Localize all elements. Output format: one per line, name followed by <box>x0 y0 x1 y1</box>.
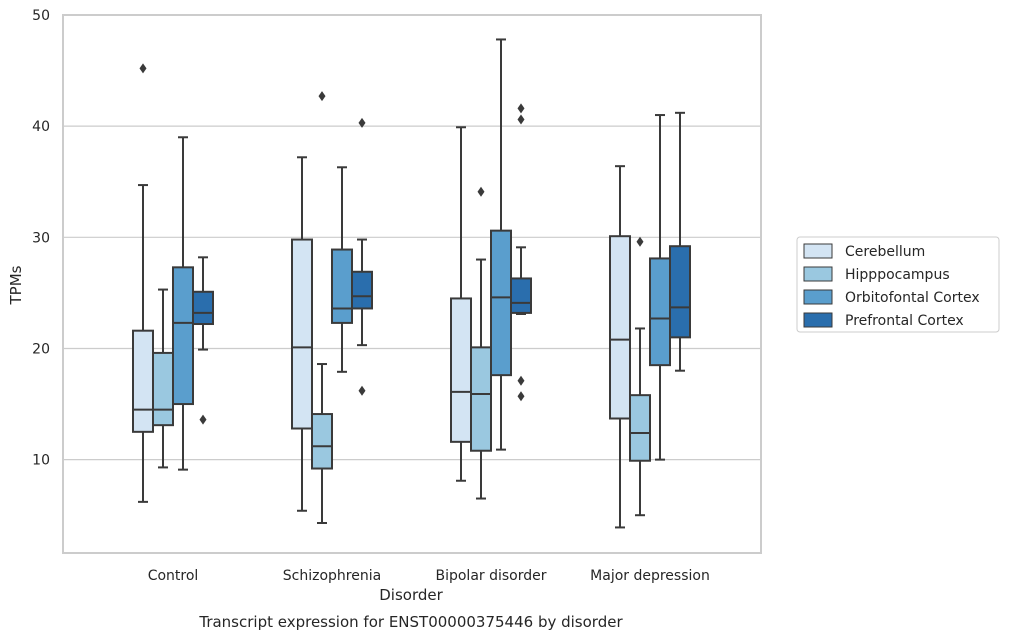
box-prefrontal-cortex <box>510 103 532 402</box>
outlier-point <box>358 385 366 396</box>
legend-label: Hipppocampus <box>845 267 950 283</box>
box-iqr <box>649 257 671 367</box>
legend-swatch <box>803 243 833 259</box>
box-iqr <box>152 351 174 427</box>
y-axis-ticks: 10 20 30 40 50 <box>32 8 50 469</box>
box-hipppocampus <box>629 236 651 517</box>
y-tick-label: 10 <box>32 453 50 469</box>
box-prefrontal-cortex <box>669 111 691 372</box>
x-tick-label: Control <box>148 568 199 584</box>
outlier-point <box>517 391 525 402</box>
box-cerebellum <box>291 156 313 512</box>
outlier-point <box>517 103 525 114</box>
box-iqr <box>132 329 154 433</box>
figure-caption: Transcript expression for ENST0000037544… <box>198 613 623 631</box>
box-iqr <box>172 266 194 406</box>
outlier-point <box>139 63 147 74</box>
legend: Cerebellum Hipppocampus Orbitofontal Corte… <box>796 236 1000 333</box>
outlier-point <box>517 375 525 386</box>
outlier-point <box>636 236 644 247</box>
y-axis-label: TPMs <box>7 265 25 305</box>
y-tick-label: 20 <box>32 341 50 357</box>
box-plot-series <box>132 38 691 529</box>
x-tick-label: Major depression <box>590 568 710 584</box>
box-iqr <box>351 270 373 310</box>
box-cerebellum <box>450 126 472 482</box>
y-tick-label: 30 <box>32 230 50 246</box>
box-orbitofontal-cortex <box>172 136 194 471</box>
box-orbitofontal-cortex <box>649 114 671 461</box>
box-iqr <box>291 238 313 430</box>
outlier-point <box>318 91 326 102</box>
legend-swatch <box>803 289 833 305</box>
x-axis-ticks: Control Schizophrenia Bipolar disorder Majo… <box>148 568 710 584</box>
box-prefrontal-cortex <box>192 256 214 425</box>
box-iqr <box>669 245 691 339</box>
legend-label: Cerebellum <box>845 244 925 260</box>
box-iqr <box>510 277 532 314</box>
legend-swatch <box>803 266 833 282</box>
legend-frame <box>796 236 1000 333</box>
legend-swatch <box>803 312 833 328</box>
box-cerebellum <box>609 165 631 529</box>
box-hipppocampus <box>152 288 174 469</box>
box-iqr <box>192 290 214 326</box>
outlier-point <box>358 117 366 128</box>
y-tick-label: 50 <box>32 8 50 24</box>
box-hipppocampus <box>470 186 492 500</box>
x-tick-label: Schizophrenia <box>283 568 381 584</box>
outlier-point <box>517 114 525 125</box>
outlier-point <box>477 186 485 197</box>
x-tick-label: Bipolar disorder <box>435 568 546 584</box>
box-iqr <box>629 394 651 462</box>
box-iqr <box>490 229 512 377</box>
box-iqr <box>311 413 333 470</box>
legend-label: Orbitofontal Cortex <box>845 290 980 306</box>
y-tick-label: 40 <box>32 119 50 135</box>
box-iqr <box>331 248 353 324</box>
box-iqr <box>470 346 492 452</box>
box-iqr <box>609 235 631 420</box>
legend-label: Prefrontal Cortex <box>845 313 964 329</box>
box-cerebellum <box>132 63 154 503</box>
box-orbitofontal-cortex <box>490 38 512 451</box>
box-hipppocampus <box>311 91 333 524</box>
plot-frame <box>62 14 762 554</box>
box-prefrontal-cortex <box>351 117 373 396</box>
outlier-point <box>199 414 207 425</box>
x-axis-label: Disorder <box>379 586 443 604</box>
box-iqr <box>450 297 472 443</box>
